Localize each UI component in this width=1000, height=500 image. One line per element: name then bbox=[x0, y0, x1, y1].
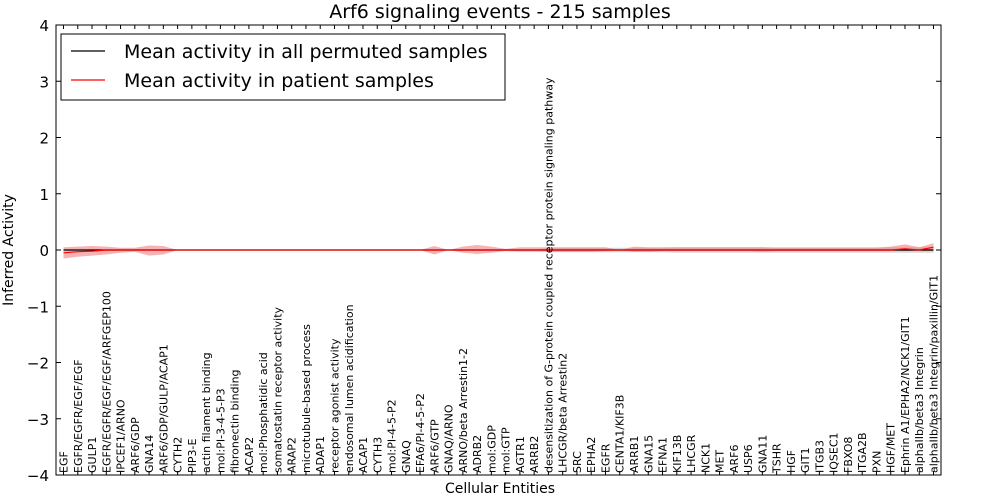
x-tick-label: KIF13B bbox=[671, 435, 684, 473]
series-band-1 bbox=[63, 243, 934, 259]
plot-layer bbox=[63, 243, 934, 259]
x-tick-label: endosomal lumen acidification bbox=[343, 304, 356, 473]
x-tick-label: EGFR/EGFR/EGF/EGF bbox=[72, 359, 85, 473]
x-tick-label: ARNO/beta Arrestin1-2 bbox=[457, 348, 470, 473]
x-tick-label: HGF/MET bbox=[885, 423, 898, 473]
x-tick-label: ACAP1 bbox=[357, 437, 370, 473]
x-tick-label: IPCEF1/ARNO bbox=[115, 399, 128, 473]
x-tick-label: desensitization of G-protein coupled rec… bbox=[542, 77, 555, 473]
y-tick-label: −4 bbox=[27, 467, 49, 485]
x-tick-label: ARRB2 bbox=[528, 436, 541, 473]
x-tick-label: TSHR bbox=[771, 443, 784, 474]
x-tick-label: mol:PI-3-4-5-P3 bbox=[214, 388, 227, 473]
legend-label-permuted: Mean activity in all permuted samples bbox=[124, 41, 487, 63]
y-tick-label: 3 bbox=[39, 73, 49, 91]
x-tick-label: alphaIIb/beta3 Integrin bbox=[913, 347, 926, 473]
x-tick-label: MET bbox=[714, 450, 727, 473]
x-tick-label: CENTA1/KIF3B bbox=[614, 395, 627, 473]
x-tick-label: ADRB2 bbox=[471, 435, 484, 473]
legend-label-patient: Mean activity in patient samples bbox=[124, 70, 434, 92]
x-tick-label: GNAQ bbox=[400, 440, 413, 473]
x-tick-label: EGFR/EGFR/EGF/EGF/ARFGEP100 bbox=[100, 291, 113, 473]
x-tick-label: fibronectin binding bbox=[229, 369, 242, 473]
series-line-1 bbox=[63, 246, 934, 254]
x-tick-label: mol:GTP bbox=[500, 427, 513, 473]
x-tick-label: ADAP1 bbox=[314, 436, 327, 473]
x-tick-label: ITGB3 bbox=[813, 440, 826, 473]
y-tick-label: 4 bbox=[39, 17, 49, 35]
x-axis: EGF EGFR/EGFR/EGF/EGF GULP1 EGFR/EGFR/EGF/E… bbox=[58, 25, 941, 475]
x-axis-label: Cellular Entities bbox=[445, 481, 555, 497]
x-tick-label: GNAQ/ARNO bbox=[443, 404, 456, 473]
x-tick-label: ARAP2 bbox=[286, 437, 299, 473]
x-tick-label: SRC bbox=[571, 451, 584, 473]
y-axis-label: Inferred Activity bbox=[1, 194, 17, 306]
x-tick-label: AGTR1 bbox=[514, 436, 527, 473]
x-tick-label: EGF bbox=[58, 451, 71, 473]
x-tick-label: ARF6/GDP bbox=[129, 417, 142, 473]
x-tick-label: EGFR bbox=[599, 443, 612, 473]
y-tick-label: 2 bbox=[39, 130, 49, 148]
y-tick-label: 1 bbox=[39, 186, 49, 204]
y-tick-label: 0 bbox=[39, 242, 49, 260]
y-tick-label: −2 bbox=[27, 355, 49, 373]
x-tick-label: GNA14 bbox=[143, 435, 156, 473]
x-tick-label: PIP3-E bbox=[186, 439, 199, 473]
legend-box bbox=[60, 33, 506, 101]
x-tick-label: NCK1 bbox=[699, 443, 712, 473]
x-tick-label: microtubule-based process bbox=[300, 324, 313, 473]
x-tick-label: LHCGR/beta Arrestin2 bbox=[557, 353, 570, 473]
x-tick-label: GNA11 bbox=[756, 435, 769, 473]
x-tick-label: PXN bbox=[870, 451, 883, 473]
x-tick-label: IQSEC1 bbox=[828, 432, 841, 473]
chart-title: Arf6 signaling events - 215 samples bbox=[329, 1, 670, 23]
x-tick-label: Ephrin A1/EPHA2/NCK1/GIT1 bbox=[899, 316, 912, 473]
x-tick-label: ARRB1 bbox=[628, 436, 641, 473]
x-tick-label: EFNA1 bbox=[657, 437, 670, 473]
x-tick-label: receptor agonist activity bbox=[328, 338, 341, 473]
y-tick-label: −3 bbox=[27, 411, 49, 429]
x-tick-label: LHCGR bbox=[685, 434, 698, 473]
x-tick-label: ARF6/GTP bbox=[428, 419, 441, 473]
x-tick-label: USP6 bbox=[742, 444, 755, 473]
x-tick-label: mol:GDP bbox=[485, 425, 498, 473]
x-tick-label: GIT1 bbox=[799, 448, 812, 474]
x-tick-label: alphaIIb/beta3 Integrin/paxillin/GIT1 bbox=[928, 275, 941, 473]
y-axis: −4 −3 −2 −1 0 1 2 3 4 bbox=[27, 17, 941, 485]
x-tick-label: GNA15 bbox=[642, 435, 655, 473]
x-tick-label: GULP1 bbox=[86, 437, 99, 473]
x-tick-label: mol:Phosphatidic acid bbox=[257, 352, 270, 473]
x-tick-label: CYTH3 bbox=[371, 437, 384, 473]
x-tick-label: EPHA2 bbox=[585, 437, 598, 473]
x-tick-label: ARF6 bbox=[728, 445, 741, 474]
x-tick-label: HGF bbox=[785, 450, 798, 473]
x-tick-label: ACAP2 bbox=[243, 437, 256, 473]
legend: Mean activity in all permuted samples Me… bbox=[60, 33, 506, 101]
x-tick-label: somatostatin receptor activity bbox=[271, 306, 284, 473]
x-tick-label: EFA6/PI-4-5-P2 bbox=[414, 393, 427, 473]
x-tick-label: FBXO8 bbox=[842, 437, 855, 473]
y-tick-label: −1 bbox=[27, 298, 49, 316]
x-tick-label: mol:PI-4-5-P2 bbox=[386, 399, 399, 473]
x-tick-label: ITGA2B bbox=[856, 432, 869, 473]
x-tick-label: actin filament binding bbox=[200, 352, 213, 473]
x-tick-label: CYTH2 bbox=[172, 437, 185, 473]
x-tick-label: ARF6/GDP/GULP/ACAP1 bbox=[157, 344, 170, 473]
